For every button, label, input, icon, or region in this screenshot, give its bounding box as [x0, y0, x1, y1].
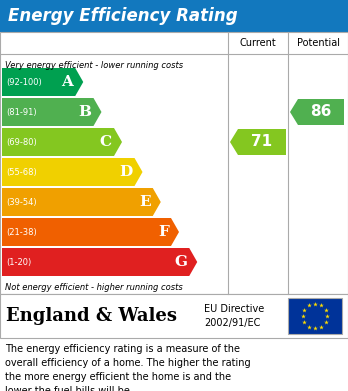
- Polygon shape: [2, 188, 161, 216]
- Text: 86: 86: [310, 104, 332, 120]
- Text: D: D: [119, 165, 133, 179]
- Polygon shape: [2, 98, 102, 126]
- Text: C: C: [100, 135, 112, 149]
- Bar: [0, 32, 348, 294]
- Text: (55-68): (55-68): [6, 167, 37, 176]
- Text: B: B: [79, 105, 92, 119]
- Text: A: A: [61, 75, 73, 89]
- Text: G: G: [174, 255, 187, 269]
- Text: (39-54): (39-54): [6, 197, 37, 206]
- Text: Current: Current: [240, 38, 276, 48]
- Bar: [0, 0, 348, 32]
- Text: (1-20): (1-20): [6, 258, 31, 267]
- Text: (21-38): (21-38): [6, 228, 37, 237]
- Text: F: F: [158, 225, 169, 239]
- Text: E: E: [139, 195, 151, 209]
- Polygon shape: [2, 68, 83, 96]
- Text: Potential: Potential: [296, 38, 340, 48]
- Bar: [0, 294, 348, 338]
- Text: England & Wales: England & Wales: [6, 307, 177, 325]
- Polygon shape: [2, 218, 179, 246]
- Polygon shape: [2, 128, 122, 156]
- Polygon shape: [290, 99, 344, 125]
- Polygon shape: [2, 158, 143, 186]
- Text: The energy efficiency rating is a measure of the
overall efficiency of a home. T: The energy efficiency rating is a measur…: [5, 344, 251, 391]
- Text: EU Directive
2002/91/EC: EU Directive 2002/91/EC: [204, 305, 264, 328]
- Text: 71: 71: [252, 135, 272, 149]
- Text: (69-80): (69-80): [6, 138, 37, 147]
- Text: Energy Efficiency Rating: Energy Efficiency Rating: [8, 7, 238, 25]
- Bar: [288, 298, 342, 334]
- Text: Not energy efficient - higher running costs: Not energy efficient - higher running co…: [5, 283, 183, 292]
- Text: (92-100): (92-100): [6, 77, 42, 86]
- Text: Very energy efficient - lower running costs: Very energy efficient - lower running co…: [5, 61, 183, 70]
- Text: (81-91): (81-91): [6, 108, 37, 117]
- Polygon shape: [230, 129, 286, 155]
- Polygon shape: [2, 248, 197, 276]
